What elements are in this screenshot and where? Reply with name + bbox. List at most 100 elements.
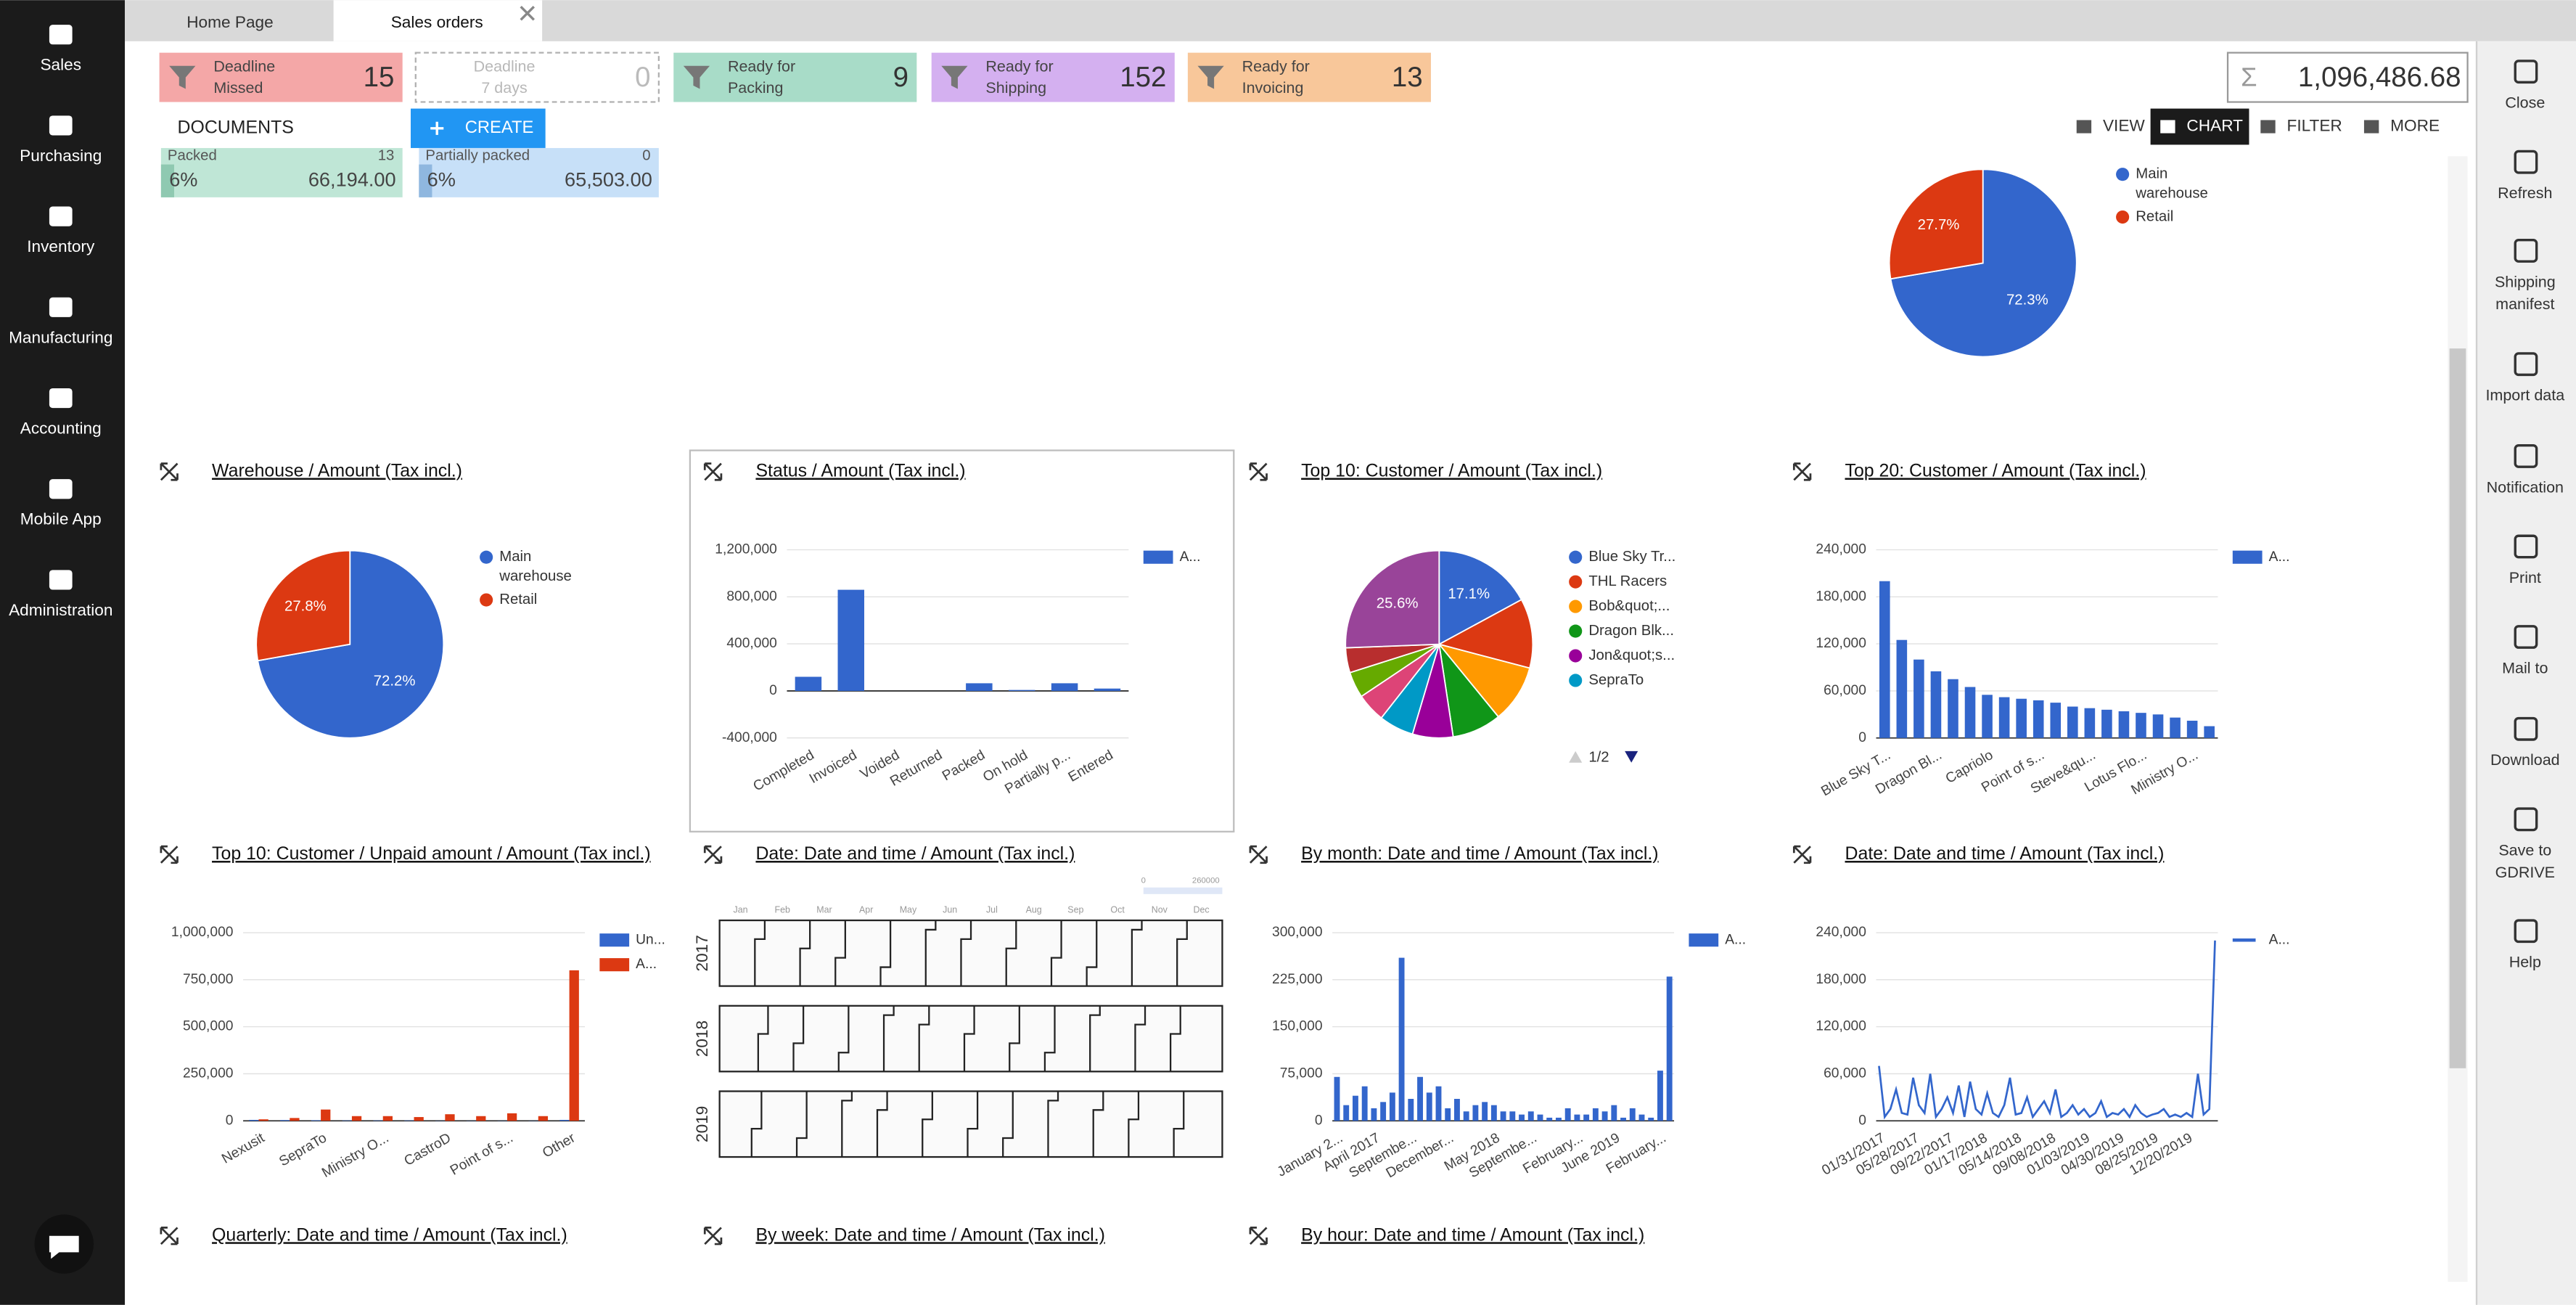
scroll-thumb[interactable] — [2449, 348, 2466, 1068]
expand-icon[interactable] — [160, 462, 179, 481]
widget-title: By month: Date and time / Amount (Tax in… — [1301, 843, 1658, 864]
filter-count: 0 — [635, 62, 650, 93]
expand-icon[interactable] — [703, 845, 723, 864]
bar — [2016, 698, 2027, 738]
widget-title: Date: Date and time / Amount (Tax incl.) — [1845, 843, 2165, 864]
action-hit[interactable] — [2477, 700, 2576, 782]
action-hit[interactable] — [2477, 134, 2576, 216]
bar — [1482, 1102, 1488, 1121]
sidebar-item[interactable] — [0, 276, 125, 358]
sidebar-item[interactable] — [0, 458, 125, 540]
slice-label: 17.1% — [1448, 586, 1490, 602]
action-hit[interactable] — [2477, 428, 2576, 510]
filter-chip[interactable] — [159, 52, 403, 102]
expand-icon[interactable] — [1249, 845, 1268, 864]
sidebar-item[interactable] — [0, 367, 125, 449]
card-amount: 66,194.00 — [308, 168, 396, 190]
expand-icon[interactable] — [160, 1227, 179, 1245]
sidebar-label: Purchasing — [20, 147, 102, 165]
month-divider — [1089, 1005, 1101, 1072]
action-hit[interactable] — [2477, 335, 2576, 417]
bar — [382, 1116, 393, 1121]
widget-title: Top 10: Customer / Unpaid amount / Amoun… — [212, 843, 651, 864]
y-tick-label: 300,000 — [1272, 925, 1323, 940]
legend-swatch — [599, 933, 630, 947]
filter-chip[interactable] — [931, 52, 1175, 102]
action-hit[interactable] — [2477, 518, 2576, 600]
action-hit[interactable] — [2477, 902, 2576, 984]
toolbar-button: VIEW — [2103, 116, 2145, 134]
bar — [2067, 706, 2078, 738]
sidebar-item[interactable] — [0, 185, 125, 267]
card-progress — [160, 164, 174, 197]
legend-label: warehouse — [499, 568, 572, 584]
month-label: Oct — [1110, 905, 1125, 915]
month-label: Jun — [943, 905, 957, 915]
tab-close[interactable] — [520, 6, 536, 21]
sidebar-icon — [49, 115, 73, 136]
y-tick-label: 1,000,000 — [171, 925, 234, 940]
action-hit[interactable] — [2477, 222, 2576, 304]
action-hit[interactable] — [2477, 43, 2576, 125]
action-hit[interactable] — [2477, 608, 2576, 690]
toolbar-hit[interactable] — [2360, 109, 2453, 145]
month-divider — [879, 920, 892, 986]
sidebar-label: Sales — [40, 56, 81, 74]
month-divider — [960, 920, 972, 986]
bar — [1454, 1099, 1460, 1121]
bar — [476, 1116, 486, 1121]
expand-icon[interactable] — [703, 462, 723, 481]
expand-icon[interactable] — [1792, 462, 1812, 481]
sidebar-item[interactable] — [0, 4, 125, 86]
filter-chip[interactable] — [673, 52, 917, 102]
filter-chip[interactable] — [1187, 52, 1431, 102]
bar — [1896, 639, 1908, 738]
bar — [1408, 1099, 1414, 1121]
filter-label: Shipping — [985, 79, 1046, 97]
legend-swatch — [480, 593, 493, 607]
sidebar-label: Mobile App — [20, 510, 102, 528]
status-card[interactable] — [419, 147, 659, 197]
sidebar-item[interactable] — [0, 94, 125, 176]
filter-chip[interactable] — [414, 52, 660, 103]
widget-title: Status / Amount (Tax incl.) — [755, 461, 965, 481]
bar — [258, 1119, 268, 1121]
bar — [249, 1119, 259, 1121]
total-box — [2226, 52, 2469, 103]
bar — [1051, 683, 1078, 691]
month-divider — [799, 920, 811, 986]
toolbar-hit[interactable] — [2257, 109, 2350, 145]
bar — [311, 1120, 321, 1121]
bar — [2204, 726, 2215, 738]
status-card[interactable] — [160, 147, 403, 197]
y-tick-label: 180,000 — [1816, 972, 1866, 987]
y-tick-label: 225,000 — [1272, 972, 1323, 987]
toolbar-hit[interactable] — [2073, 109, 2165, 145]
widget-title: Quarterly: Date and time / Amount (Tax i… — [212, 1224, 567, 1245]
expand-icon[interactable] — [1249, 462, 1268, 481]
action-icon — [2514, 625, 2538, 649]
expand-icon[interactable] — [1249, 1227, 1268, 1245]
expand-icon[interactable] — [160, 845, 179, 864]
y-tick-label: 750,000 — [183, 972, 234, 987]
action-hit[interactable] — [2477, 790, 2576, 872]
month-divider — [1009, 1005, 1020, 1072]
expand-icon[interactable] — [703, 1227, 723, 1245]
active-tab[interactable] — [333, 0, 543, 41]
bar — [1463, 1111, 1469, 1121]
month-divider — [795, 1091, 808, 1158]
month-divider — [924, 920, 937, 986]
sidebar-item[interactable] — [0, 549, 125, 631]
card-progress — [419, 164, 432, 197]
bar — [1353, 1095, 1358, 1121]
bar — [1638, 1114, 1645, 1121]
slice-label: 25.6% — [1377, 596, 1419, 612]
total-value: 1,096,486.68 — [2298, 62, 2461, 93]
month-divider — [1173, 1091, 1185, 1158]
sidebar-icon — [49, 25, 73, 45]
action-label: Refresh — [2498, 184, 2552, 202]
slice-label: 27.8% — [284, 599, 327, 615]
legend-next[interactable] — [1625, 750, 1638, 763]
expand-icon[interactable] — [1792, 845, 1812, 864]
action-label: Shipping — [2495, 273, 2556, 290]
